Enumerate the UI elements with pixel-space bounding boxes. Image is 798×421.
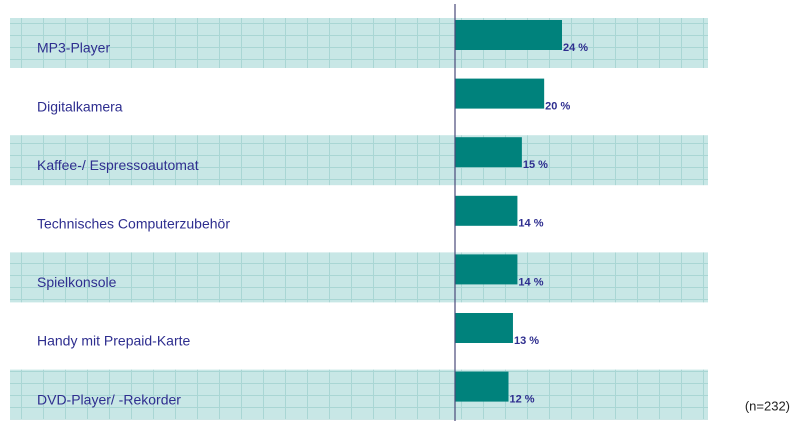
bar bbox=[455, 137, 522, 168]
bar bbox=[455, 78, 545, 109]
row-band bbox=[10, 252, 708, 303]
value-label: 12 % bbox=[510, 394, 535, 406]
value-label: 13 % bbox=[514, 335, 539, 347]
category-label: Spielkonsole bbox=[37, 274, 117, 290]
value-label: 14 % bbox=[518, 276, 543, 288]
bar bbox=[455, 20, 562, 50]
category-label: Digitalkamera bbox=[37, 98, 123, 114]
row-band bbox=[10, 18, 708, 68]
value-label: 15 % bbox=[523, 159, 548, 171]
bar bbox=[455, 195, 518, 226]
category-label: Handy mit Prepaid-Karte bbox=[37, 333, 191, 349]
value-label: 20 % bbox=[545, 101, 570, 113]
category-label: MP3-Player bbox=[37, 40, 110, 56]
footnote: (n=232) bbox=[745, 398, 790, 413]
category-label: DVD-Player/ -Rekorder bbox=[37, 391, 181, 407]
bar bbox=[455, 313, 513, 343]
row-band bbox=[10, 135, 708, 186]
category-label: Technisches Computerzubehör bbox=[37, 216, 230, 232]
bar bbox=[455, 254, 518, 285]
bar bbox=[455, 371, 509, 402]
category-label: Kaffee-/ Espressoautomat bbox=[37, 157, 199, 173]
value-label: 24 % bbox=[563, 42, 588, 54]
value-label: 14 % bbox=[518, 218, 543, 230]
row-band bbox=[10, 369, 708, 420]
